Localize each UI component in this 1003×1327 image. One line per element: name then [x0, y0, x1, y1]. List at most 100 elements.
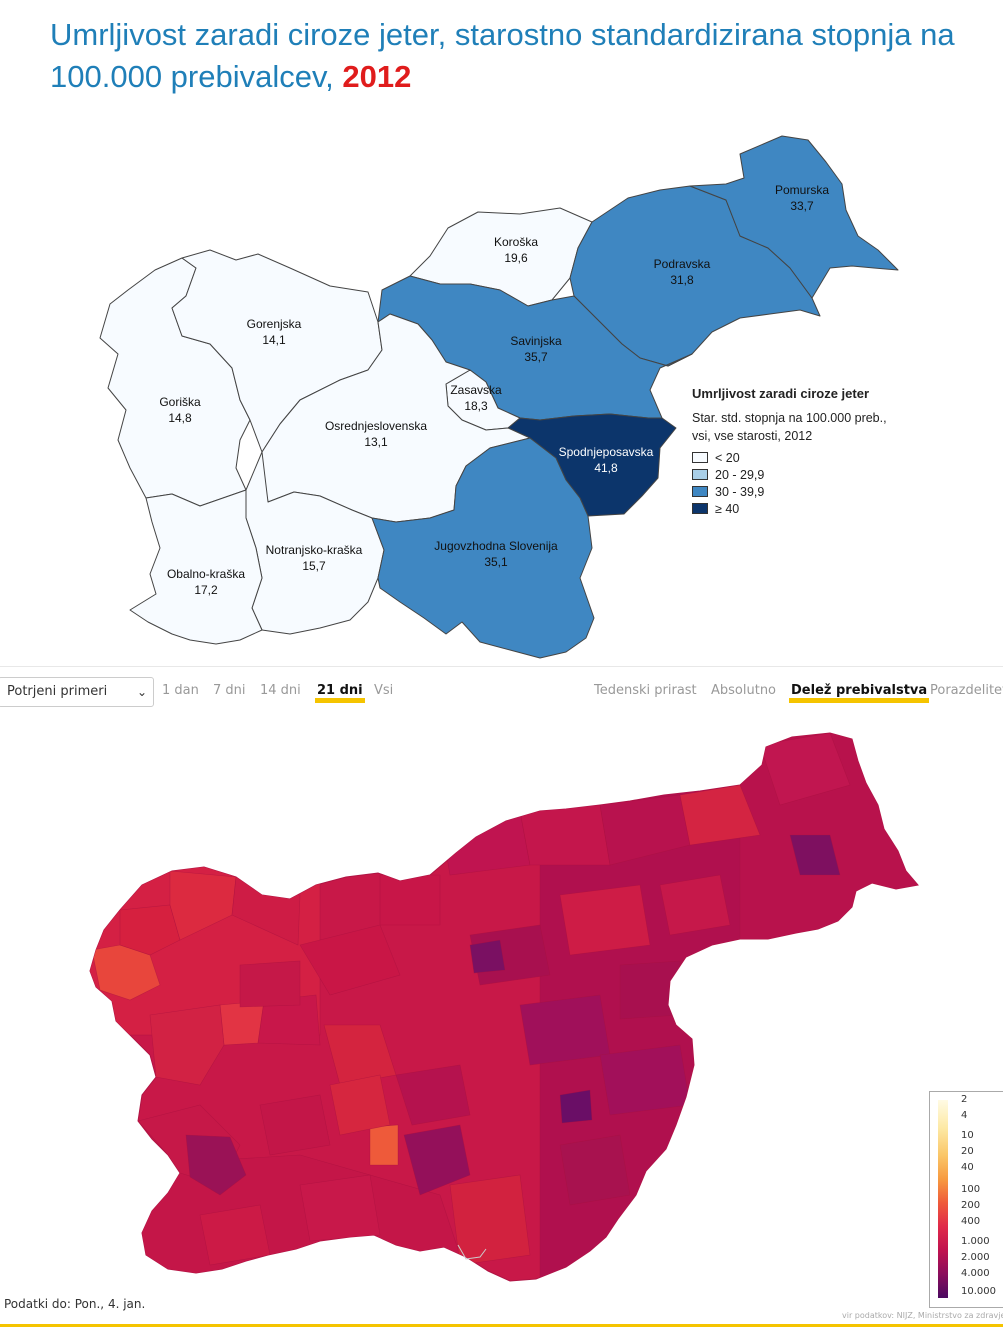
legend-class-3: 30 - 39,9 [692, 483, 992, 500]
legend-subtitle-line2: vsi, vse starosti, 2012 [692, 429, 813, 443]
region-label-osrednjeslovenska: Osrednjeslovenska [325, 419, 427, 433]
color-scale-tick: 100 [961, 1184, 981, 1195]
chevron-down-icon: ⌄ [136, 685, 147, 699]
color-scale-tick: 200 [961, 1200, 981, 1211]
color-scale-tick: 40 [961, 1162, 974, 1173]
region-value-savinjska: 35,7 [524, 350, 548, 364]
view-option-absolutno[interactable]: Absolutno [711, 683, 777, 698]
view-option-tedenski-prirast[interactable]: Tedenski prirast [594, 683, 697, 698]
muni-27 [449, 1174, 531, 1266]
region-value-podravska: 31,8 [670, 273, 694, 287]
legend-swatch [692, 486, 708, 497]
legend-subtitle-line1: Star. std. stopnja na 100.000 preb., [692, 411, 887, 425]
muni-30 [329, 1074, 391, 1136]
case-type-select[interactable]: Potrjeni primeri ⌄ [0, 677, 154, 707]
legend-class-label: < 20 [715, 450, 740, 465]
color-scale-tick: 10.000 [961, 1286, 996, 1297]
region-value-osrednjeslovenska: 13,1 [364, 435, 388, 449]
muni-34 [559, 1134, 631, 1206]
view-option-porazdelitev[interactable]: Porazdelitev [930, 683, 1003, 698]
muni-13 [369, 1124, 399, 1166]
muni-26 [599, 1044, 691, 1116]
municipalities-map [89, 732, 919, 1282]
color-scale-tick: 20 [961, 1146, 974, 1157]
title-year: 2012 [342, 59, 412, 94]
legend-swatch [692, 503, 708, 514]
legend-class-label: 30 - 39,9 [715, 484, 765, 499]
color-scale-legend: 2 4 10 20 40 100 200 400 1.000 2.000 4.000 10.000 [929, 1091, 1003, 1308]
muni-25 [559, 1089, 593, 1124]
muni-3 [169, 870, 237, 941]
region-label-gori-ka: Goriška [159, 395, 201, 409]
region-value-koro-ka: 19,6 [504, 251, 528, 265]
color-scale-tick: 2 [961, 1094, 968, 1105]
muni-33 [619, 960, 681, 1020]
region-label-notranjsko-kra-ka: Notranjsko-kraška [266, 543, 363, 557]
region-value-gori-ka: 14,8 [168, 411, 192, 425]
region-label-spodnjeposavska: Spodnjeposavska [559, 445, 654, 459]
color-scale-tick: 4.000 [961, 1268, 990, 1279]
legend-swatch [692, 452, 708, 463]
muni-28 [239, 960, 301, 1008]
legend-class-label: ≥ 40 [715, 501, 740, 516]
muni-15 [439, 810, 531, 876]
muni-31 [259, 1094, 331, 1156]
title-text: Umrljivost zaradi ciroze jeter, starostn… [50, 17, 955, 94]
regions-legend: Umrljivost zaradi ciroze jeter Star. std… [692, 386, 992, 517]
muni-5 [219, 1000, 265, 1046]
region-label-jugovzhodna-slovenija: Jugovzhodna Slovenija [434, 539, 558, 553]
muni-20 [789, 834, 841, 876]
region-label-zasavska: Zasavska [450, 383, 502, 397]
region-label-podravska: Podravska [654, 257, 711, 271]
time-option-vsi[interactable]: Vsi [374, 683, 394, 698]
region-shape-pomurska [689, 135, 899, 299]
data-date: Podatki do: Pon., 4. jan. [4, 1297, 146, 1311]
muni-19 [759, 733, 851, 806]
legend-class-4: ≥ 40 [692, 500, 992, 517]
region-label-obalno-kra-ka: Obalno-kraška [167, 567, 245, 581]
muni-18 [679, 784, 761, 846]
color-scale-tick: 1.000 [961, 1236, 990, 1247]
region-value-notranjsko-kra-ka: 15,7 [302, 559, 326, 573]
legend-class-2: 20 - 29,9 [692, 466, 992, 483]
time-option-1-dan[interactable]: 1 dan [162, 683, 199, 698]
region-label-gorenjska: Gorenjska [247, 317, 302, 331]
view-option-delez-prebivalstva[interactable]: Delež prebivalstva [788, 683, 930, 703]
muni-12 [395, 1064, 471, 1126]
time-option-7-dni[interactable]: 7 dni [213, 683, 246, 698]
regions-map: Pomurska 33,7 Podravska 31,8 Koroška 19,6 Savi… [99, 135, 899, 659]
color-scale-tick: 10 [961, 1130, 974, 1141]
region-shape-jugovzhodna-slovenija [371, 437, 595, 659]
case-type-select-value: Potrjeni primeri [7, 684, 108, 699]
legend-class-1: < 20 [692, 449, 992, 466]
legend-classes: < 20 20 - 29,9 30 - 39,9 ≥ 40 [692, 449, 992, 517]
page-title: Umrljivost zaradi ciroze jeter, starostn… [50, 14, 990, 98]
time-option-21-dni[interactable]: 21 dni [315, 683, 365, 703]
muni-8 [149, 1004, 225, 1086]
toolbar: Potrjeni primeri ⌄ 1 dan 7 dni 14 dni 21… [0, 666, 1003, 711]
region-value-jugovzhodna-slovenija: 35,1 [484, 555, 508, 569]
muni-16 [519, 804, 611, 866]
region-value-pomurska: 33,7 [790, 199, 814, 213]
region-shape-obalno-kraska [129, 489, 263, 645]
muni-35 [199, 1204, 271, 1266]
legend-class-label: 20 - 29,9 [715, 467, 765, 482]
region-value-spodnjeposavska: 41,8 [594, 461, 618, 475]
muni-14 [403, 1124, 471, 1196]
region-value-gorenjska: 14,1 [262, 333, 286, 347]
color-scale-tick: 2.000 [961, 1252, 990, 1263]
muni-36 [299, 1174, 381, 1242]
region-label-pomurska: Pomurska [775, 183, 829, 197]
muni-23 [559, 884, 651, 956]
legend-swatch [692, 469, 708, 480]
time-option-14-dni[interactable]: 14 dni [260, 683, 301, 698]
border-notch [457, 1244, 487, 1260]
muni-32 [659, 874, 731, 936]
muni-29 [379, 874, 441, 926]
color-scale-tick: 4 [961, 1110, 968, 1121]
region-label-koro-ka: Koroška [494, 235, 538, 249]
muni-10 [185, 1134, 247, 1196]
region-label-savinjska: Savinjska [510, 334, 562, 348]
bottom-accent-line [0, 1324, 1003, 1327]
muni-22 [469, 939, 506, 974]
